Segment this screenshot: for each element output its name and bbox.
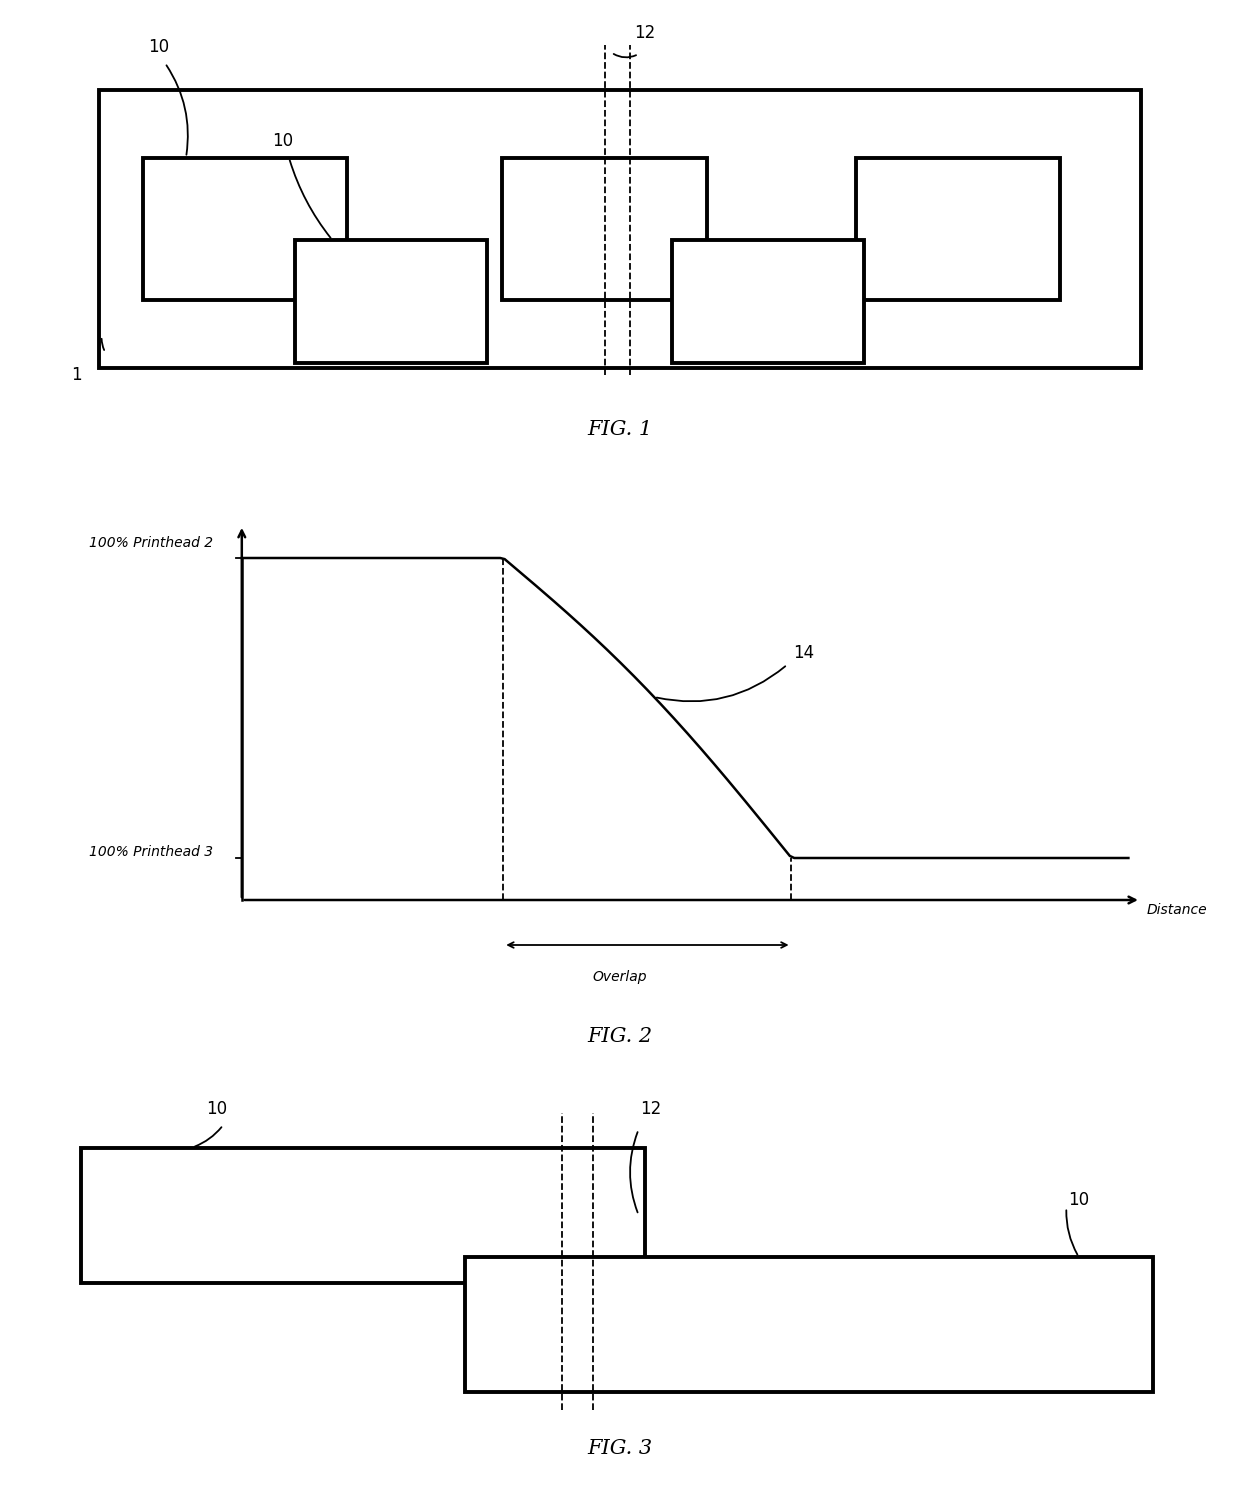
Bar [99,90,1141,368]
Text: 10: 10 [1068,1191,1090,1209]
Text: Overlap: Overlap [593,970,647,984]
Bar [672,240,864,363]
Text: 100% Printhead 2: 100% Printhead 2 [89,536,213,550]
Text: 100% Printhead 3: 100% Printhead 3 [89,844,213,859]
Bar [295,240,487,363]
Bar [856,158,1060,300]
Text: Distance: Distance [1147,903,1208,918]
Bar [465,1257,1153,1392]
Text: 1: 1 [72,366,82,384]
Text: FIG. 2: FIG. 2 [588,1028,652,1047]
Text: FIG. 1: FIG. 1 [588,420,652,440]
Text: 10: 10 [206,1100,228,1118]
Text: 12: 12 [640,1100,662,1118]
Text: 14: 14 [794,644,815,662]
Text: FIG. 3: FIG. 3 [588,1438,652,1458]
Text: 10: 10 [148,38,170,56]
Bar [81,1148,645,1282]
Text: 10: 10 [272,132,294,150]
Bar [502,158,707,300]
Bar [143,158,347,300]
Text: 12: 12 [634,24,656,42]
